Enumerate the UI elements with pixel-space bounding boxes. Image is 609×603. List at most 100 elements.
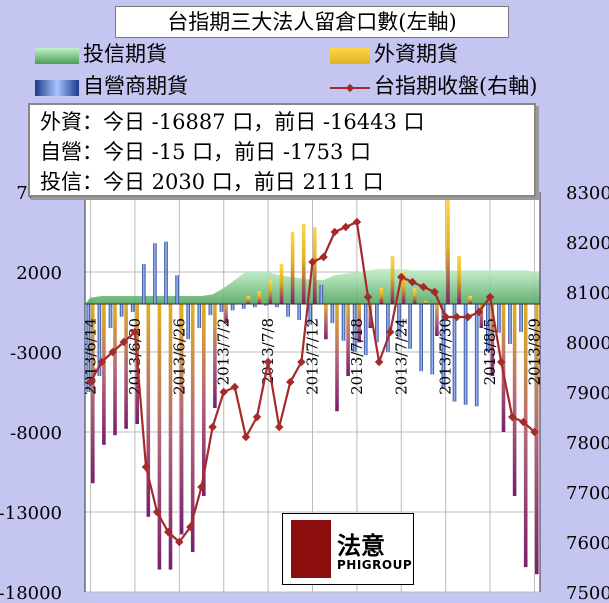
dealer-bar bbox=[208, 304, 213, 316]
dealer-bar bbox=[519, 304, 523, 332]
foreign-bar bbox=[301, 224, 306, 304]
dealer-bar bbox=[264, 304, 268, 306]
foreign-bar bbox=[124, 304, 128, 429]
index-point bbox=[397, 272, 406, 282]
index-point bbox=[519, 417, 528, 427]
index-point bbox=[274, 422, 284, 432]
dealer-bar bbox=[375, 304, 379, 343]
foreign-bar bbox=[523, 304, 528, 568]
index-point bbox=[385, 327, 395, 337]
foreign-bar bbox=[535, 304, 539, 575]
legend-foreign-label: 外資期貨 bbox=[374, 42, 458, 66]
y-right-tick-label: 7500 bbox=[566, 583, 609, 603]
index-point bbox=[363, 292, 373, 302]
index-point bbox=[119, 337, 129, 347]
dealer-bar bbox=[275, 304, 279, 308]
index-point bbox=[508, 412, 517, 422]
index-point bbox=[130, 327, 140, 337]
dealer-bar bbox=[153, 243, 157, 304]
index-point bbox=[430, 287, 439, 297]
index-point bbox=[108, 347, 117, 357]
foreign-bar bbox=[168, 304, 173, 570]
dealer-bar bbox=[408, 304, 412, 349]
y-right-tick-label: 7800 bbox=[566, 433, 609, 454]
dealer-bar bbox=[97, 304, 102, 376]
legend-dealer-label: 自營商期貨 bbox=[83, 74, 188, 98]
foreign-bar bbox=[324, 304, 328, 340]
dealer-bar bbox=[219, 304, 224, 312]
foreign-bar bbox=[257, 291, 262, 304]
foreign-bar bbox=[213, 304, 217, 408]
index-point bbox=[530, 427, 539, 437]
legend-invest-label: 投信期貨 bbox=[83, 42, 167, 66]
dealer-bar bbox=[286, 304, 290, 317]
dealer-bar bbox=[330, 304, 335, 324]
foreign-bar bbox=[379, 288, 384, 304]
index-point bbox=[408, 277, 417, 287]
info-dealer: 自營：今日 -15 口，前日 -1753 口 bbox=[40, 140, 372, 164]
legend-foreign-swatch bbox=[330, 47, 370, 64]
chart-title: 台指期三大法人留倉口數(左軸) bbox=[115, 6, 509, 38]
index-point bbox=[374, 357, 384, 367]
foreign-bar bbox=[246, 296, 250, 304]
logo-mark-icon bbox=[291, 520, 331, 578]
foreign-bar bbox=[512, 304, 517, 496]
foreign-bar bbox=[346, 304, 350, 376]
index-point bbox=[419, 282, 428, 292]
index-point bbox=[86, 377, 95, 387]
dealer-bar bbox=[241, 304, 246, 309]
x-tick-label: 2013/8/5 bbox=[481, 318, 499, 385]
index-point bbox=[197, 482, 206, 492]
legend-invest: 投信期貨 bbox=[35, 38, 167, 68]
index-point bbox=[286, 377, 295, 387]
foreign-bar bbox=[435, 304, 439, 336]
info-box: 外資：今日 -16887 口，前日 -16443 口 自營：今日 -15 口，前… bbox=[28, 103, 536, 197]
dealer-bar bbox=[474, 304, 479, 407]
dealer-bar bbox=[397, 304, 401, 338]
index-point bbox=[252, 412, 262, 422]
y-right-tick-label: 7700 bbox=[566, 483, 609, 504]
index-point bbox=[319, 252, 328, 262]
index-point bbox=[308, 257, 317, 267]
logo-name: 法意 bbox=[337, 532, 385, 560]
legend-index-label: 台指期收盤(右軸) bbox=[374, 74, 538, 98]
foreign-bar bbox=[290, 232, 295, 304]
phigroup-logo: 法意 PHIGROUP bbox=[282, 513, 414, 585]
dealer-bar bbox=[363, 304, 368, 356]
foreign-bar bbox=[102, 304, 106, 445]
invest-area bbox=[85, 268, 540, 304]
legend-index: 台指期收盤(右軸) bbox=[330, 70, 537, 100]
index-point bbox=[441, 312, 450, 322]
dealer-bar bbox=[297, 304, 301, 320]
dealer-bar bbox=[419, 304, 423, 372]
foreign-bar bbox=[479, 304, 484, 328]
dealer-bar bbox=[164, 241, 168, 304]
dealer-bar bbox=[430, 304, 435, 375]
logo-sub: PHIGROUP bbox=[337, 558, 413, 572]
dealer-bar bbox=[497, 304, 501, 333]
index-point bbox=[230, 382, 240, 392]
x-tick-label: 2013/8/9 bbox=[525, 318, 543, 385]
foreign-bar bbox=[490, 304, 495, 376]
index-point bbox=[97, 357, 106, 367]
foreign-bar bbox=[446, 200, 450, 304]
x-tick-label: 2013/7/18 bbox=[348, 318, 366, 395]
index-point bbox=[141, 462, 151, 472]
index-point bbox=[474, 307, 484, 317]
y-right-tick-label: 7600 bbox=[566, 533, 609, 554]
x-tick-label: 2013/7/8 bbox=[259, 318, 277, 385]
index-point bbox=[208, 422, 217, 432]
foreign-bar bbox=[224, 304, 228, 324]
foreign-bar bbox=[401, 272, 406, 304]
dealer-bar bbox=[341, 304, 346, 341]
dealer-bar bbox=[130, 304, 135, 312]
dealer-bar bbox=[197, 304, 202, 328]
info-invest: 投信：今日 2030 口，前日 2111 口 bbox=[40, 170, 384, 194]
index-point bbox=[241, 432, 251, 442]
foreign-bar bbox=[279, 264, 284, 304]
foreign-bar bbox=[268, 280, 273, 304]
dealer-bar bbox=[441, 304, 446, 388]
index-point bbox=[485, 292, 495, 302]
foreign-bar bbox=[113, 304, 117, 436]
dealer-bar bbox=[486, 304, 490, 352]
